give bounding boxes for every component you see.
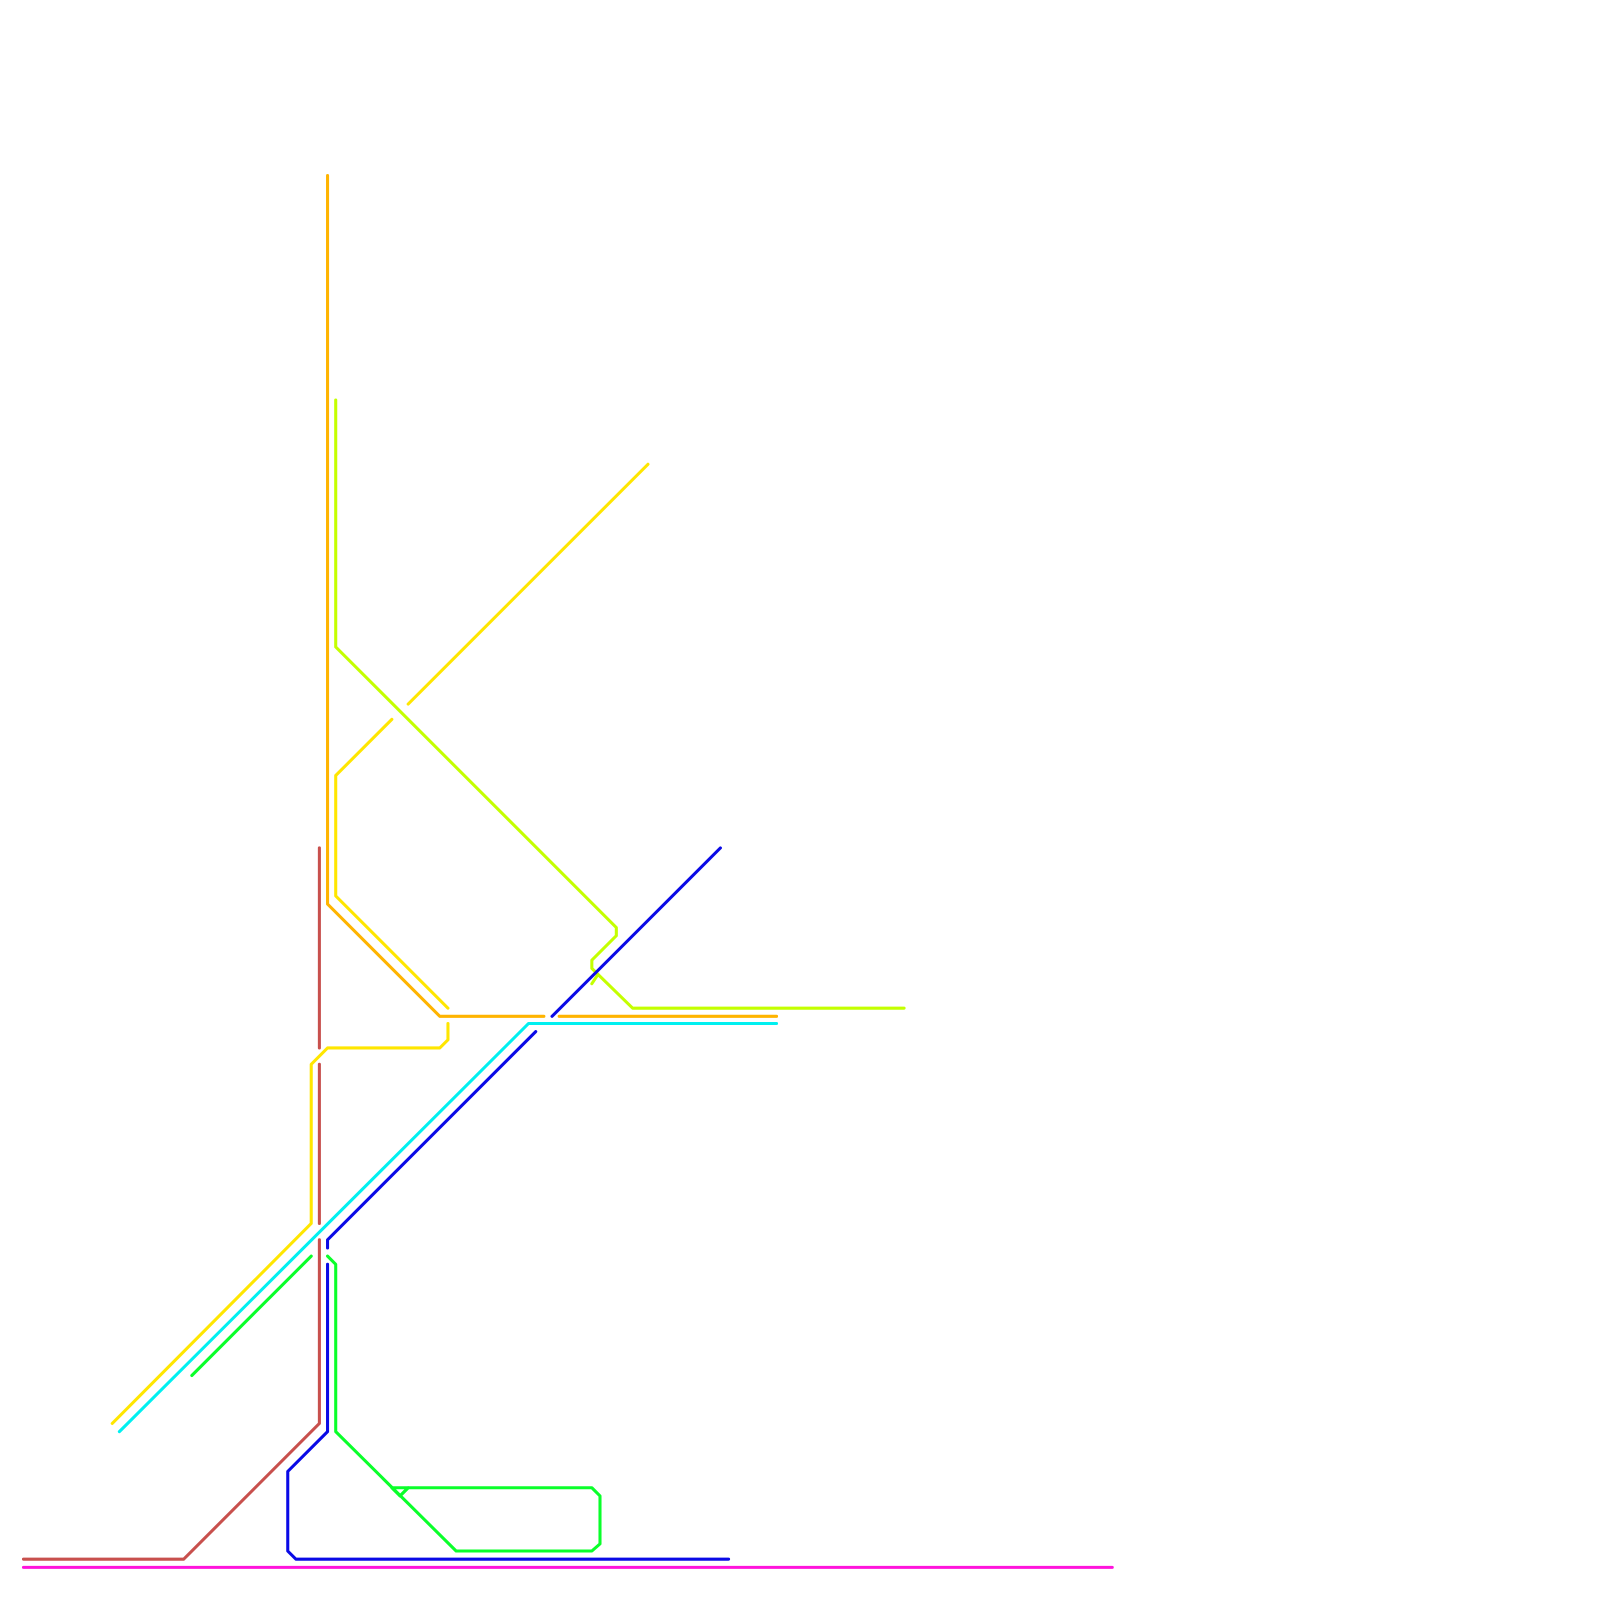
brown-line [21,846,321,1561]
route-segment [326,1030,538,1250]
route-segment [390,1486,410,1498]
green-line [190,1254,602,1553]
route-segment [550,846,722,1018]
route-segment [110,1021,450,1426]
route-segment [334,398,906,1010]
route-segment [326,173,546,1018]
orange-line [326,173,779,1018]
route-segment [334,717,450,1010]
route-segment [190,1254,313,1378]
blue-line [286,846,731,1561]
route-segment [286,1262,731,1561]
route-segment [21,1238,321,1561]
lime-line [334,398,906,1010]
route-segment [406,462,650,706]
route-segment [590,972,600,986]
cyan-line [117,1021,779,1434]
route-segment [326,1254,602,1553]
route-segment [117,1021,779,1434]
yellow-line [110,462,650,1426]
